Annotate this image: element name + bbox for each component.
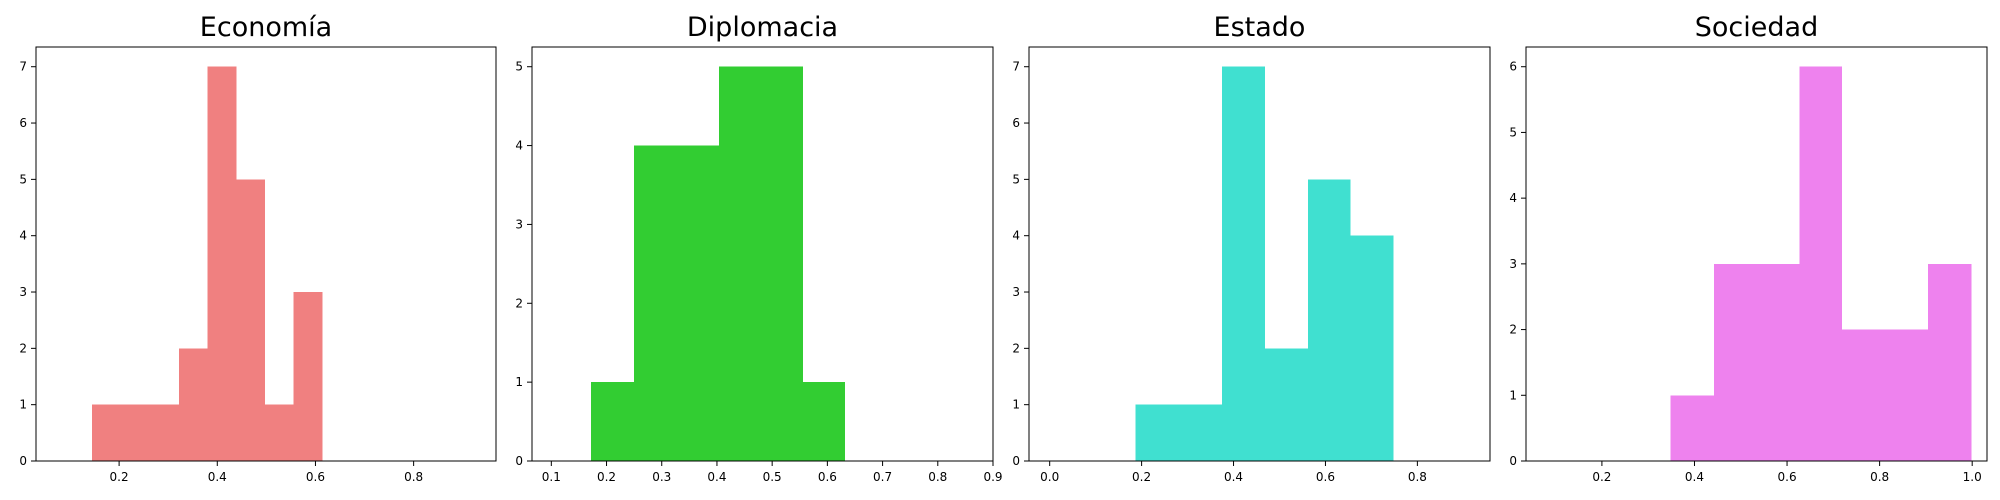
- chart-panel-3: 0 1 2 3 4 5 6 7 0.0 0.2 0.4 0.6 0.8 Estado: [1012, 12, 1491, 484]
- y-tick-label: 0: [19, 454, 27, 468]
- histogram-bar: [92, 404, 122, 461]
- y-tick-label: 0: [1012, 454, 1020, 468]
- plot-frame: [35, 46, 497, 462]
- x-tick-label: 0.7: [873, 470, 892, 484]
- histogram-bar: [1713, 263, 1757, 461]
- y-tick-label: 4: [515, 139, 523, 153]
- x-tick-label: 0.1: [542, 470, 561, 484]
- x-tick-label: 0.4: [1685, 470, 1704, 484]
- y-tick-label: 1: [515, 375, 523, 389]
- chart-title: Sociedad: [1695, 12, 1818, 43]
- y-tick-label: 2: [1012, 341, 1020, 355]
- chart-panel-1: 0 1 2 3 4 5 6 7 0.2 0.4 0.6 0.8 Economía: [19, 12, 497, 484]
- histogram-bar: [1222, 66, 1265, 461]
- histogram-bar: [634, 145, 677, 462]
- chart-title: Economía: [200, 12, 332, 43]
- x-tick-label: 0.3: [652, 470, 671, 484]
- y-tick-label: 3: [1012, 285, 1020, 299]
- histogram-bar: [803, 382, 846, 461]
- histogram-bar: [719, 66, 762, 461]
- histogram-bar: [591, 382, 635, 461]
- x-tick-label: 0.4: [707, 470, 726, 484]
- plot-frame: [1028, 46, 1491, 462]
- y-tick-label: 4: [1012, 229, 1020, 243]
- x-tick-label: 0.2: [597, 470, 616, 484]
- histogram-bar: [1178, 404, 1223, 461]
- x-tick-label: 0.2: [1132, 470, 1151, 484]
- histogram-bar: [1927, 263, 1972, 461]
- y-tick-label: 7: [1012, 60, 1020, 74]
- y-tick-label: 3: [1509, 257, 1517, 271]
- y-tick-label: 4: [19, 229, 27, 243]
- x-tick-label: 0.8: [1408, 470, 1427, 484]
- histogram-bar: [236, 179, 265, 461]
- x-tick-label: 0.9: [983, 470, 1002, 484]
- y-tick-label: 0: [1509, 454, 1517, 468]
- histogram-bar: [150, 404, 179, 461]
- chart-panel-2: 0 1 2 3 4 5 0.1 0.2 0.3 0.4 0.5 0.6 0.7 0.8 0.9 Diploma…: [515, 12, 1002, 484]
- chart-panel-4: 0 1 2 3 4 5 6 0.2 0.4 0.6 0.8 1.0 Sociedad: [1509, 12, 1988, 484]
- histogram-bar: [1307, 179, 1351, 461]
- y-tick-label: 6: [19, 116, 27, 130]
- x-tick-label: 0.6: [306, 470, 325, 484]
- y-tick-label: 5: [19, 172, 27, 186]
- y-tick-label: 3: [19, 285, 27, 299]
- histogram-bar: [1350, 235, 1394, 461]
- y-tick-label: 7: [19, 60, 27, 74]
- x-tick-label: 1.0: [1963, 470, 1982, 484]
- x-tick-label: 0.2: [110, 470, 129, 484]
- histogram-bar: [1264, 348, 1308, 461]
- histogram-bar: [1885, 329, 1928, 461]
- y-tick-label: 4: [1509, 191, 1517, 205]
- x-tick-label: 0.4: [208, 470, 227, 484]
- histogram-bar: [676, 145, 720, 462]
- y-tick-label: 2: [19, 341, 27, 355]
- x-tick-label: 0.8: [928, 470, 947, 484]
- y-tick-label: 5: [1509, 125, 1517, 139]
- histogram-bar: [1756, 263, 1800, 461]
- histogram-bar: [121, 404, 151, 461]
- y-tick-label: 1: [1509, 388, 1517, 402]
- y-tick-label: 2: [515, 296, 523, 310]
- y-tick-label: 2: [1509, 323, 1517, 337]
- histogram-bar: [178, 348, 208, 461]
- x-tick-label: 0.2: [1592, 470, 1611, 484]
- y-tick-label: 1: [1012, 398, 1020, 412]
- y-tick-label: 6: [1509, 60, 1517, 74]
- x-tick-label: 0.5: [763, 470, 782, 484]
- x-tick-label: 0.0: [1040, 470, 1059, 484]
- x-tick-label: 0.8: [404, 470, 423, 484]
- histogram-bar: [1670, 395, 1714, 461]
- histogram-bar: [293, 292, 323, 461]
- y-tick-label: 5: [1012, 172, 1020, 186]
- y-tick-label: 1: [19, 398, 27, 412]
- histogram-bar: [264, 404, 294, 461]
- y-tick-label: 5: [515, 60, 523, 74]
- x-tick-label: 0.4: [1224, 470, 1243, 484]
- plot-frame: [531, 46, 994, 462]
- histogram-bar: [207, 66, 237, 461]
- chart-title: Diplomacia: [687, 12, 838, 43]
- plot-frame: [1525, 46, 1988, 462]
- histogram-bar: [1135, 404, 1179, 461]
- x-tick-label: 0.8: [1870, 470, 1889, 484]
- histogram-bar: [1842, 329, 1886, 461]
- histogram-bar: [761, 66, 804, 461]
- x-tick-label: 0.6: [818, 470, 837, 484]
- y-tick-label: 0: [515, 454, 523, 468]
- x-tick-label: 0.6: [1316, 470, 1335, 484]
- x-tick-label: 0.6: [1778, 470, 1797, 484]
- y-tick-label: 6: [1012, 116, 1020, 130]
- y-tick-label: 3: [515, 217, 523, 231]
- histogram-bar: [1799, 66, 1843, 461]
- chart-title: Estado: [1214, 12, 1306, 43]
